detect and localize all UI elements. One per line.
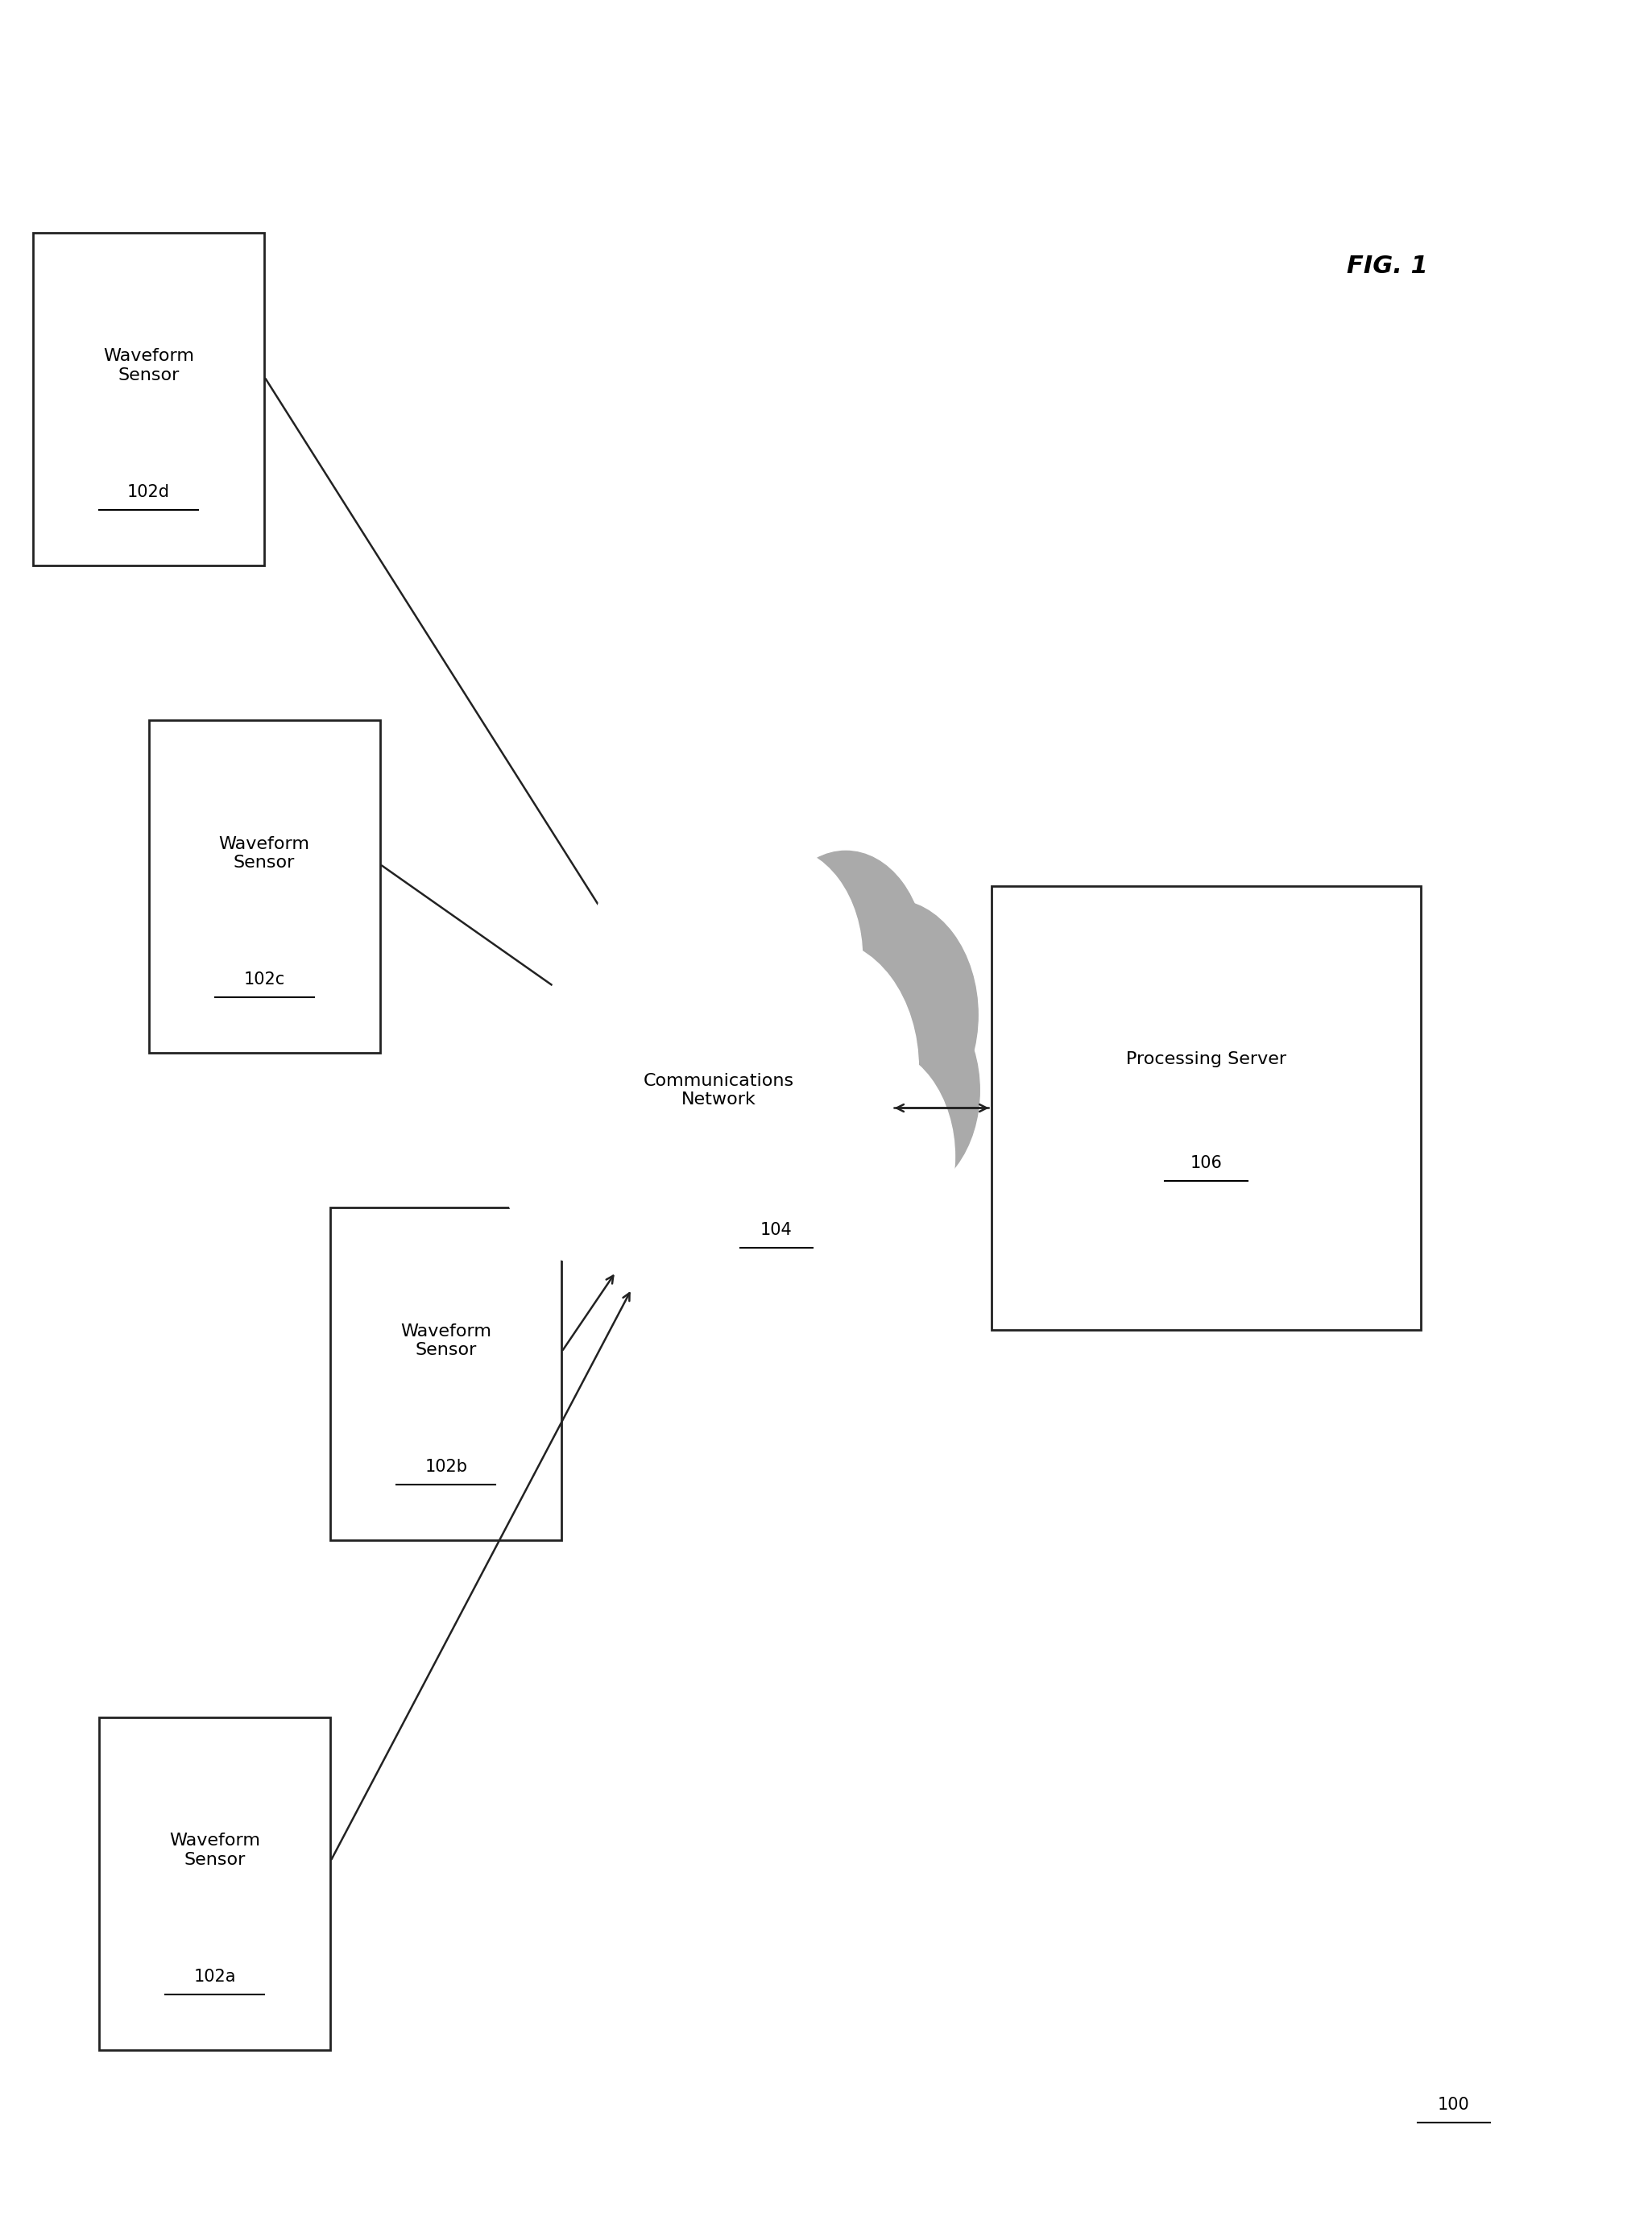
Circle shape xyxy=(615,835,839,1137)
Circle shape xyxy=(821,984,980,1197)
Circle shape xyxy=(790,1046,955,1268)
FancyBboxPatch shape xyxy=(99,1717,330,2050)
Text: Processing Server: Processing Server xyxy=(1125,1050,1287,1068)
Circle shape xyxy=(697,847,862,1068)
Circle shape xyxy=(535,931,727,1188)
Circle shape xyxy=(767,851,925,1064)
Text: Waveform
Sensor: Waveform Sensor xyxy=(102,348,195,383)
Text: 106: 106 xyxy=(1189,1155,1222,1172)
Circle shape xyxy=(591,838,757,1059)
Text: 104: 104 xyxy=(760,1221,793,1239)
FancyBboxPatch shape xyxy=(991,886,1421,1330)
Text: FIG. 1: FIG. 1 xyxy=(1346,255,1429,277)
Circle shape xyxy=(499,1042,664,1263)
Text: Waveform
Sensor: Waveform Sensor xyxy=(400,1323,492,1358)
Circle shape xyxy=(727,940,919,1197)
Text: Waveform
Sensor: Waveform Sensor xyxy=(169,1833,261,1868)
Text: 102a: 102a xyxy=(193,1968,236,1986)
FancyBboxPatch shape xyxy=(330,1208,562,1540)
Text: 102c: 102c xyxy=(244,971,284,988)
Text: Waveform
Sensor: Waveform Sensor xyxy=(218,835,311,871)
FancyBboxPatch shape xyxy=(33,233,264,565)
Text: Communications
Network: Communications Network xyxy=(643,1073,795,1108)
Text: 102d: 102d xyxy=(127,483,170,501)
Text: 100: 100 xyxy=(1437,2096,1470,2114)
Text: 102b: 102b xyxy=(425,1458,468,1476)
Circle shape xyxy=(628,1059,826,1325)
Circle shape xyxy=(806,900,978,1130)
FancyBboxPatch shape xyxy=(149,720,380,1053)
Circle shape xyxy=(806,1059,945,1245)
